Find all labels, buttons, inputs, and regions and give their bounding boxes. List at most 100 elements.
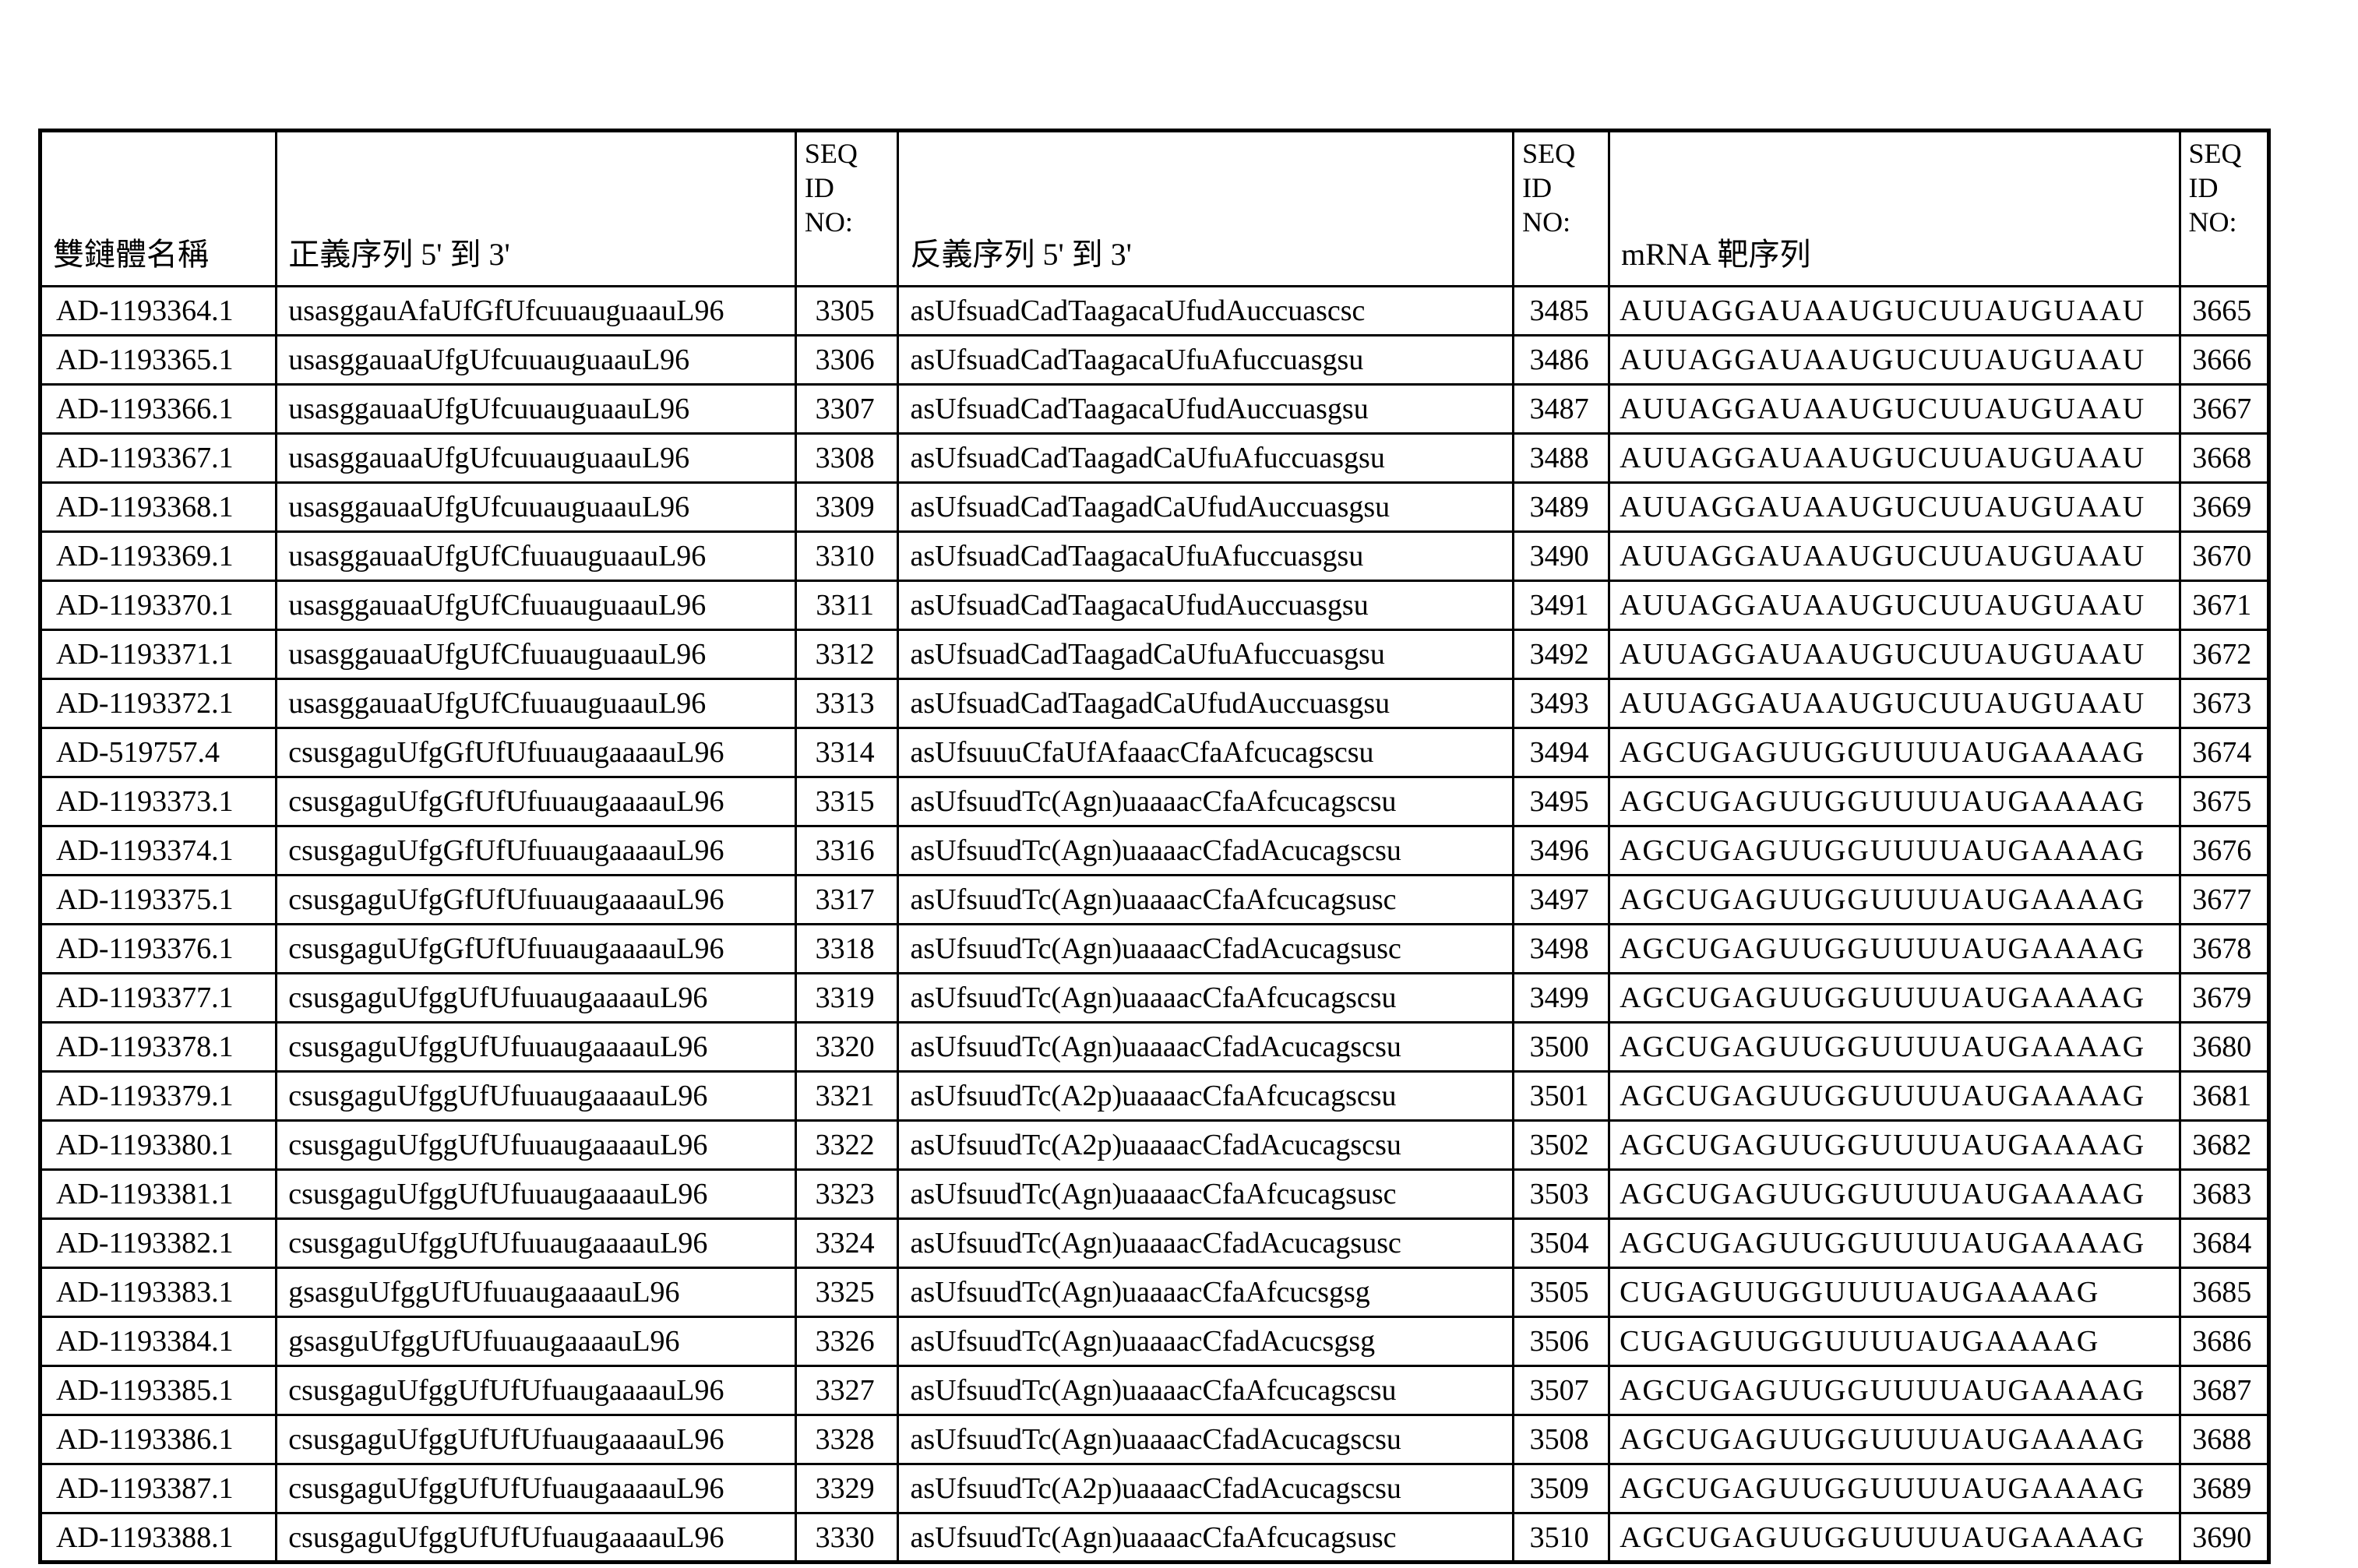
- table-row: AD-1193381.1 csusgaguUfggUfUfuuaugaaaauL9…: [38, 1168, 2271, 1220]
- col-header-seq-id-2: SEQ ID NO:: [1512, 129, 1611, 287]
- antisense-sequence-cell: asUfsuudTc(A2p)uaaaacCfadAcucagscsu: [897, 1119, 1515, 1171]
- sense-sequence-cell: csusgaguUfggUfUfuuaugaaaauL96: [275, 972, 797, 1024]
- antisense-sequence-cell: asUfsuuuCfaUfAfaaacCfaAfcucagscsu: [897, 727, 1515, 778]
- antisense-sequence-cell: asUfsuadCadTaagacaUfudAuccuasgsu: [897, 580, 1515, 631]
- antisense-sequence-cell: asUfsuadCadTaagacaUfuAfuccuasgsu: [897, 530, 1515, 582]
- sense-sequence-cell: usasggauaaUfgUfcuuauguaauL96: [275, 481, 797, 533]
- duplex-name-cell: AD-1193382.1: [38, 1217, 278, 1269]
- sense-seq-id-cell: 3325: [794, 1267, 900, 1318]
- mrna-target-cell: AGCUGAGUUGGUUUUAUGAAAAG: [1608, 1168, 2181, 1220]
- antisense-seq-id-cell: 3486: [1512, 334, 1611, 386]
- table-row: AD-519757.4 csusgaguUfgGfUfUfuuaugaaaauL9…: [38, 727, 2271, 778]
- antisense-seq-id-cell: 3510: [1512, 1512, 1611, 1563]
- sense-sequence-cell: csusgaguUfggUfUfUfuaugaaaauL96: [275, 1414, 797, 1465]
- mrna-seq-id-cell: 3683: [2178, 1168, 2271, 1220]
- sense-sequence-cell: csusgaguUfgGfUfUfuuaugaaaauL96: [275, 776, 797, 827]
- sense-sequence-cell: csusgaguUfggUfUfUfuaugaaaauL96: [275, 1463, 797, 1514]
- antisense-sequence-cell: asUfsuudTc(Agn)uaaaacCfadAcucagsusc: [897, 1217, 1515, 1269]
- sense-seq-id-cell: 3320: [794, 1021, 900, 1073]
- mrna-target-cell: AUUAGGAUAAUGUCUUAUGUAAU: [1608, 580, 2181, 631]
- col-header-antisense-sequence: 反義序列 5' 到 3': [897, 129, 1515, 287]
- mrna-target-cell: AUUAGGAUAAUGUCUUAUGUAAU: [1608, 383, 2181, 435]
- antisense-seq-id-cell: 3489: [1512, 481, 1611, 533]
- antisense-seq-id-cell: 3500: [1512, 1021, 1611, 1073]
- duplex-name-cell: AD-1193371.1: [38, 629, 278, 680]
- mrna-target-cell: AUUAGGAUAAUGUCUUAUGUAAU: [1608, 678, 2181, 729]
- sense-seq-id-cell: 3313: [794, 678, 900, 729]
- sense-seq-id-cell: 3328: [794, 1414, 900, 1465]
- sense-seq-id-cell: 3318: [794, 923, 900, 974]
- table-row: AD-1193379.1 csusgaguUfggUfUfuuaugaaaauL9…: [38, 1070, 2271, 1122]
- duplex-name-cell: AD-519757.4: [38, 727, 278, 778]
- antisense-seq-id-cell: 3492: [1512, 629, 1611, 680]
- sense-seq-id-cell: 3327: [794, 1365, 900, 1416]
- table-row: AD-1193373.1 csusgaguUfgGfUfUfuuaugaaaauL…: [38, 776, 2271, 827]
- sense-seq-id-cell: 3322: [794, 1119, 900, 1171]
- mrna-seq-id-cell: 3677: [2178, 874, 2271, 925]
- sense-sequence-cell: csusgaguUfggUfUfuuaugaaaauL96: [275, 1070, 797, 1122]
- duplex-name-cell: AD-1193378.1: [38, 1021, 278, 1073]
- mrna-seq-id-cell: 3670: [2178, 530, 2271, 582]
- duplex-name-cell: AD-1193383.1: [38, 1267, 278, 1318]
- antisense-seq-id-cell: 3495: [1512, 776, 1611, 827]
- table-row: AD-1193370.1 usasggauaaUfgUfCfuuauguaauL9…: [38, 580, 2271, 631]
- antisense-seq-id-cell: 3490: [1512, 530, 1611, 582]
- sense-seq-id-cell: 3314: [794, 727, 900, 778]
- table-row: AD-1193368.1 usasggauaaUfgUfcuuauguaauL96…: [38, 481, 2271, 533]
- sense-seq-id-cell: 3311: [794, 580, 900, 631]
- antisense-sequence-cell: asUfsuudTc(Agn)uaaaacCfaAfcucagscsu: [897, 776, 1515, 827]
- sense-sequence-cell: usasggauaaUfgUfCfuuauguaauL96: [275, 580, 797, 631]
- mrna-target-cell: AGCUGAGUUGGUUUUAUGAAAAG: [1608, 1414, 2181, 1465]
- antisense-sequence-cell: asUfsuudTc(Agn)uaaaacCfadAcucagscsu: [897, 1414, 1515, 1465]
- antisense-seq-id-cell: 3498: [1512, 923, 1611, 974]
- sense-sequence-cell: usasggauaaUfgUfCfuuauguaauL96: [275, 530, 797, 582]
- sense-seq-id-cell: 3305: [794, 285, 900, 337]
- sense-seq-id-cell: 3326: [794, 1316, 900, 1367]
- antisense-seq-id-cell: 3503: [1512, 1168, 1611, 1220]
- sense-seq-id-cell: 3319: [794, 972, 900, 1024]
- antisense-seq-id-cell: 3507: [1512, 1365, 1611, 1416]
- table-row: AD-1193377.1 csusgaguUfggUfUfuuaugaaaauL9…: [38, 972, 2271, 1024]
- sense-seq-id-cell: 3316: [794, 825, 900, 876]
- antisense-sequence-cell: asUfsuadCadTaagadCaUfuAfuccuasgsu: [897, 629, 1515, 680]
- antisense-seq-id-cell: 3497: [1512, 874, 1611, 925]
- mrna-target-cell: CUGAGUUGGUUUUAUGAAAAG: [1608, 1267, 2181, 1318]
- sense-sequence-cell: csusgaguUfgGfUfUfuuaugaaaauL96: [275, 874, 797, 925]
- sense-sequence-cell: csusgaguUfggUfUfUfuaugaaaauL96: [275, 1365, 797, 1416]
- table-row: AD-1193372.1 usasggauaaUfgUfCfuuauguaauL9…: [38, 678, 2271, 729]
- sense-sequence-cell: csusgaguUfggUfUfuuaugaaaauL96: [275, 1168, 797, 1220]
- antisense-sequence-cell: asUfsuudTc(Agn)uaaaacCfaAfcucagsusc: [897, 1512, 1515, 1563]
- antisense-sequence-cell: asUfsuudTc(Agn)uaaaacCfadAcucagscsu: [897, 825, 1515, 876]
- sense-seq-id-cell: 3312: [794, 629, 900, 680]
- mrna-target-cell: AUUAGGAUAAUGUCUUAUGUAAU: [1608, 481, 2181, 533]
- sense-sequence-cell: csusgaguUfggUfUfUfuaugaaaauL96: [275, 1512, 797, 1563]
- mrna-seq-id-cell: 3684: [2178, 1217, 2271, 1269]
- antisense-seq-id-cell: 3485: [1512, 285, 1611, 337]
- sense-sequence-cell: csusgaguUfgGfUfUfuuaugaaaauL96: [275, 727, 797, 778]
- sense-sequence-cell: usasggauaaUfgUfcuuauguaauL96: [275, 383, 797, 435]
- sense-seq-id-cell: 3310: [794, 530, 900, 582]
- duplex-name-cell: AD-1193384.1: [38, 1316, 278, 1367]
- sense-sequence-cell: csusgaguUfggUfUfuuaugaaaauL96: [275, 1021, 797, 1073]
- sense-sequence-cell: csusgaguUfgGfUfUfuuaugaaaauL96: [275, 923, 797, 974]
- sense-seq-id-cell: 3317: [794, 874, 900, 925]
- table-body: AD-1193364.1 usasggauAfaUfGfUfcuuauguaauL…: [38, 285, 2271, 1563]
- sense-sequence-cell: usasggauAfaUfGfUfcuuauguaauL96: [275, 285, 797, 337]
- mrna-target-cell: AUUAGGAUAAUGUCUUAUGUAAU: [1608, 530, 2181, 582]
- mrna-seq-id-cell: 3688: [2178, 1414, 2271, 1465]
- duplex-name-cell: AD-1193375.1: [38, 874, 278, 925]
- duplex-name-cell: AD-1193380.1: [38, 1119, 278, 1171]
- mrna-target-cell: AGCUGAGUUGGUUUUAUGAAAAG: [1608, 1512, 2181, 1563]
- antisense-sequence-cell: asUfsuadCadTaagadCaUfuAfuccuasgsu: [897, 432, 1515, 484]
- duplex-name-cell: AD-1193381.1: [38, 1168, 278, 1220]
- antisense-sequence-cell: asUfsuadCadTaagadCaUfudAuccuasgsu: [897, 678, 1515, 729]
- sense-sequence-cell: usasggauaaUfgUfcuuauguaauL96: [275, 334, 797, 386]
- duplex-name-cell: AD-1193365.1: [38, 334, 278, 386]
- mrna-target-cell: AGCUGAGUUGGUUUUAUGAAAAG: [1608, 727, 2181, 778]
- mrna-seq-id-cell: 3685: [2178, 1267, 2271, 1318]
- mrna-seq-id-cell: 3675: [2178, 776, 2271, 827]
- sense-sequence-cell: usasggauaaUfgUfCfuuauguaauL96: [275, 629, 797, 680]
- duplex-name-cell: AD-1193387.1: [38, 1463, 278, 1514]
- duplex-name-cell: AD-1193377.1: [38, 972, 278, 1024]
- table-row: AD-1193385.1 csusgaguUfggUfUfUfuaugaaaauL…: [38, 1365, 2271, 1416]
